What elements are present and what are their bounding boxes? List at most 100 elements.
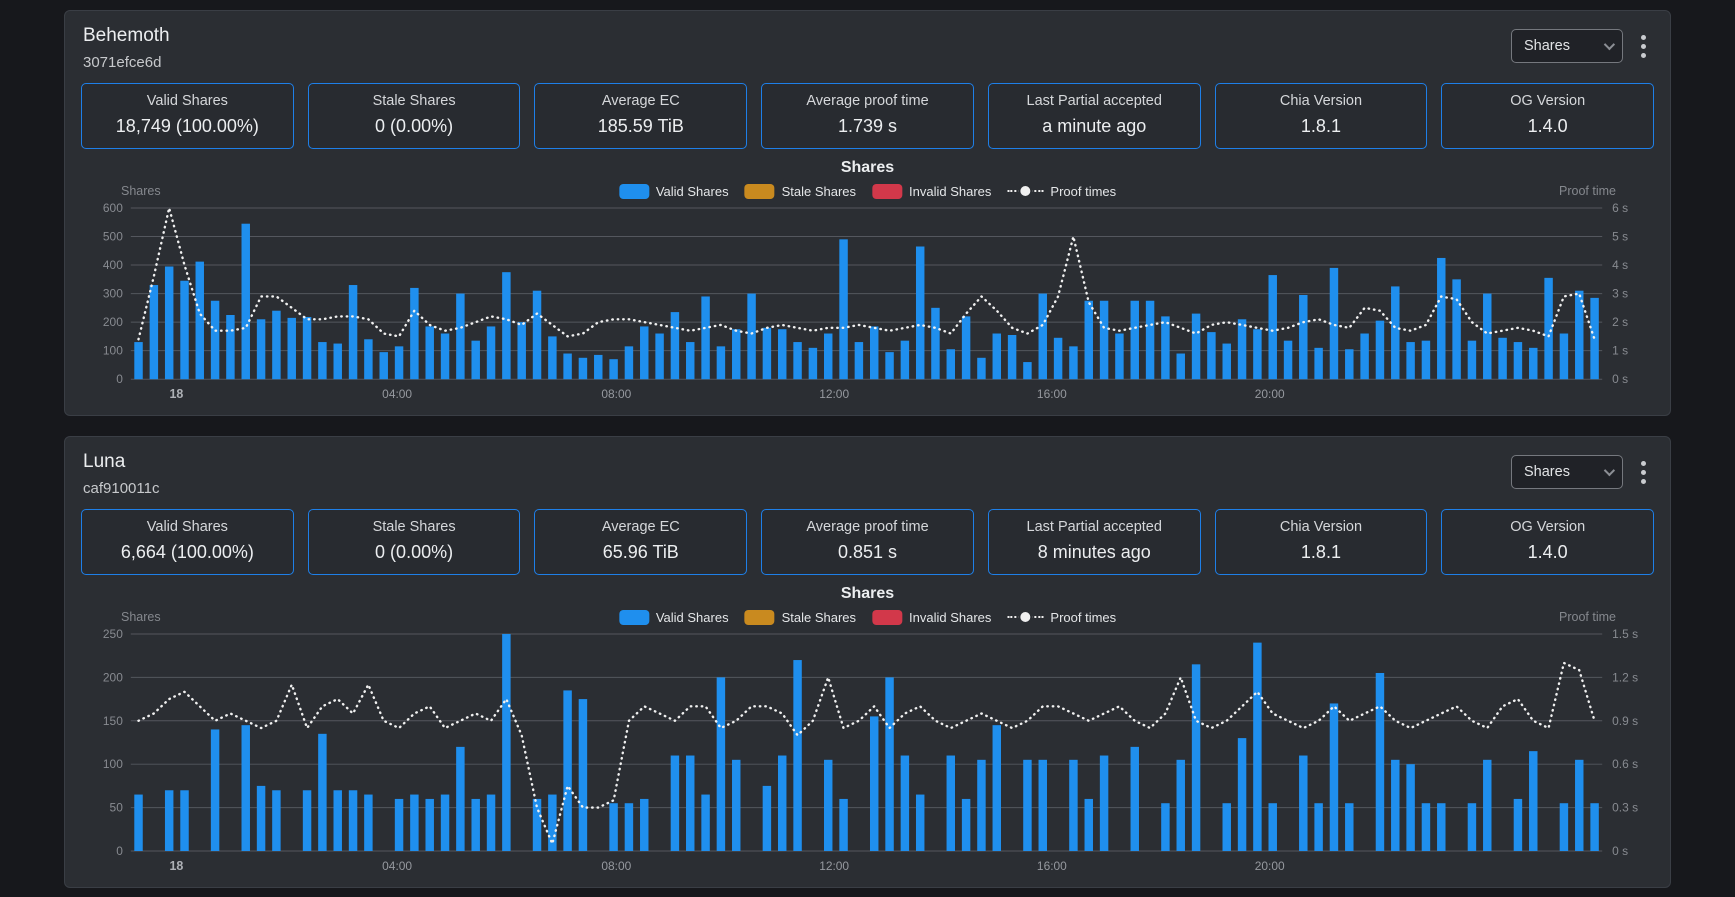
- svg-text:1 s: 1 s: [1612, 344, 1628, 358]
- stat-label: Average EC: [601, 519, 680, 536]
- proof-times-marker-icon: [1007, 183, 1044, 199]
- svg-text:5 s: 5 s: [1612, 230, 1628, 244]
- circle-marker-icon: [1018, 183, 1033, 198]
- stats-row: Valid Shares 6,664 (100.00%) Stale Share…: [81, 509, 1655, 576]
- valid-shares-swatch-icon: [618, 609, 649, 625]
- chart-type-select-value: Shares: [1524, 38, 1570, 54]
- header-controls: Shares: [1511, 29, 1652, 63]
- legend-label: Valid Shares: [655, 183, 729, 199]
- legend-item-invalid-shares[interactable]: Invalid Shares: [872, 183, 992, 199]
- legend-label: Stale Shares: [781, 183, 857, 199]
- stat-average-ec: Average EC 185.59 TiB: [534, 83, 748, 149]
- invalid-shares-swatch-icon: [872, 183, 903, 199]
- svg-text:18: 18: [169, 859, 183, 873]
- svg-text:0 s: 0 s: [1612, 844, 1628, 858]
- legend-label: Valid Shares: [655, 609, 729, 625]
- chart-type-select[interactable]: Shares: [1511, 455, 1623, 490]
- legend-label: Proof times: [1050, 609, 1117, 625]
- legend-item-proof-times[interactable]: Proof times: [1007, 183, 1117, 199]
- header-controls: Shares: [1511, 455, 1652, 490]
- svg-text:100: 100: [103, 344, 123, 358]
- more-options-button[interactable]: [1635, 457, 1652, 488]
- legend-item-valid-shares[interactable]: Valid Shares: [618, 183, 729, 199]
- legend-item-stale-shares[interactable]: Stale Shares: [744, 183, 857, 199]
- stat-value: 8 minutes ago: [1037, 542, 1151, 563]
- harvester-name: Luna: [83, 451, 126, 473]
- stat-average-proof-time: Average proof time 0.851 s: [761, 509, 974, 576]
- card-header: Luna caf910011c Shares: [81, 447, 1654, 505]
- svg-text:0: 0: [116, 372, 123, 386]
- svg-text:0.9 s: 0.9 s: [1612, 714, 1638, 728]
- chart-type-select-value: Shares: [1524, 464, 1570, 481]
- stat-average-ec: Average EC 65.96 TiB: [534, 509, 748, 576]
- legend-item-invalid-shares[interactable]: Invalid Shares: [872, 609, 991, 625]
- kebab-dot: [1641, 43, 1646, 49]
- chart-title: Shares: [840, 585, 895, 603]
- legend-item-valid-shares[interactable]: Valid Shares: [618, 609, 729, 625]
- shares-chart-behemoth[interactable]: 0 100 200 300 400 500 600 0 s 1 s 2 s 3 s 4 s 5 s 6 s…: [81, 202, 1654, 407]
- more-options-button[interactable]: [1635, 31, 1652, 62]
- invalid-shares-swatch-icon: [872, 609, 903, 625]
- stat-value: 0 (0.00%): [375, 116, 454, 136]
- chart-title: Shares: [840, 159, 895, 176]
- svg-text:500: 500: [103, 230, 123, 244]
- svg-text:100: 100: [103, 757, 123, 771]
- svg-text:08:00: 08:00: [601, 387, 631, 401]
- svg-text:1.5 s: 1.5 s: [1612, 628, 1638, 641]
- stat-value: 1.739 s: [837, 116, 898, 136]
- stale-shares-swatch-icon: [744, 609, 775, 625]
- stat-label: Last Partial accepted: [1026, 93, 1162, 109]
- legend-item-stale-shares[interactable]: Stale Shares: [744, 609, 856, 625]
- kebab-dot: [1641, 460, 1646, 466]
- chart-legend: Valid Shares Stale Shares Invalid Shares…: [618, 609, 1117, 625]
- stat-value: 6,664 (100.00%): [120, 542, 254, 563]
- right-axis-label: Proof time: [1559, 610, 1616, 625]
- svg-text:20:00: 20:00: [1255, 387, 1285, 401]
- stat-average-proof-time: Average proof time 1.739 s: [761, 83, 974, 149]
- stat-stale-shares: Stale Shares 0 (0.00%): [307, 509, 521, 576]
- stat-value: a minute ago: [1042, 116, 1147, 136]
- svg-text:400: 400: [103, 258, 123, 272]
- valid-shares-swatch-icon: [618, 183, 649, 199]
- stat-chia-version: Chia Version 1.8.1: [1214, 509, 1428, 576]
- proof-times-marker-icon: [1007, 609, 1044, 625]
- stat-last-partial: Last Partial accepted 8 minutes ago: [987, 509, 1201, 576]
- svg-text:16:00: 16:00: [1037, 387, 1067, 401]
- svg-text:04:00: 04:00: [382, 859, 412, 873]
- svg-text:3 s: 3 s: [1612, 287, 1628, 301]
- stat-label: Valid Shares: [146, 93, 228, 109]
- harvester-id: caf910011c: [83, 480, 160, 498]
- harvester-card-behemoth: Behemoth 3071efce6d Shares Valid Shares …: [64, 10, 1671, 417]
- legend-label: Proof times: [1050, 183, 1117, 199]
- card-header: Behemoth 3071efce6d Shares: [81, 21, 1654, 79]
- kebab-dot: [1641, 52, 1646, 58]
- legend-item-proof-times[interactable]: Proof times: [1007, 609, 1117, 625]
- chart-type-select[interactable]: Shares: [1511, 29, 1623, 63]
- left-axis-label: Shares: [121, 610, 161, 625]
- svg-text:1.2 s: 1.2 s: [1612, 670, 1638, 684]
- svg-text:12:00: 12:00: [819, 387, 849, 401]
- svg-text:250: 250: [103, 628, 123, 641]
- stat-valid-shares: Valid Shares 18,749 (100.00%): [81, 83, 294, 149]
- svg-text:0: 0: [116, 844, 123, 858]
- stat-value: 1.8.1: [1300, 116, 1341, 136]
- legend-label: Invalid Shares: [909, 183, 992, 199]
- svg-text:0 s: 0 s: [1612, 372, 1628, 386]
- stats-row: Valid Shares 18,749 (100.00%) Stale Shar…: [81, 83, 1655, 149]
- svg-text:200: 200: [103, 670, 123, 684]
- harvester-id: 3071efce6d: [83, 54, 162, 71]
- shares-chart-luna[interactable]: 0 50 100 150 200 250 0 s 0.3 s 0.6 s 0.9 s 1.2 s 1.…: [81, 628, 1654, 879]
- left-axis-label: Shares: [121, 184, 161, 198]
- stat-value: 1.4.0: [1527, 116, 1568, 136]
- stat-value: 0.851 s: [837, 542, 898, 563]
- stat-label: Valid Shares: [146, 519, 228, 536]
- svg-text:18: 18: [169, 387, 183, 401]
- chart-wrap: 0 50 100 150 200 250 0 s 0.3 s 0.6 s 0.9 s 1.2 s 1.…: [81, 628, 1654, 879]
- harvester-name: Behemoth: [83, 25, 170, 46]
- chart-legend: Valid Shares Stale Shares Invalid Shares…: [618, 183, 1117, 199]
- svg-text:6 s: 6 s: [1612, 202, 1628, 215]
- svg-text:4 s: 4 s: [1612, 258, 1628, 272]
- stat-label: OG Version: [1510, 519, 1586, 536]
- svg-text:16:00: 16:00: [1037, 859, 1067, 873]
- svg-text:12:00: 12:00: [819, 859, 849, 873]
